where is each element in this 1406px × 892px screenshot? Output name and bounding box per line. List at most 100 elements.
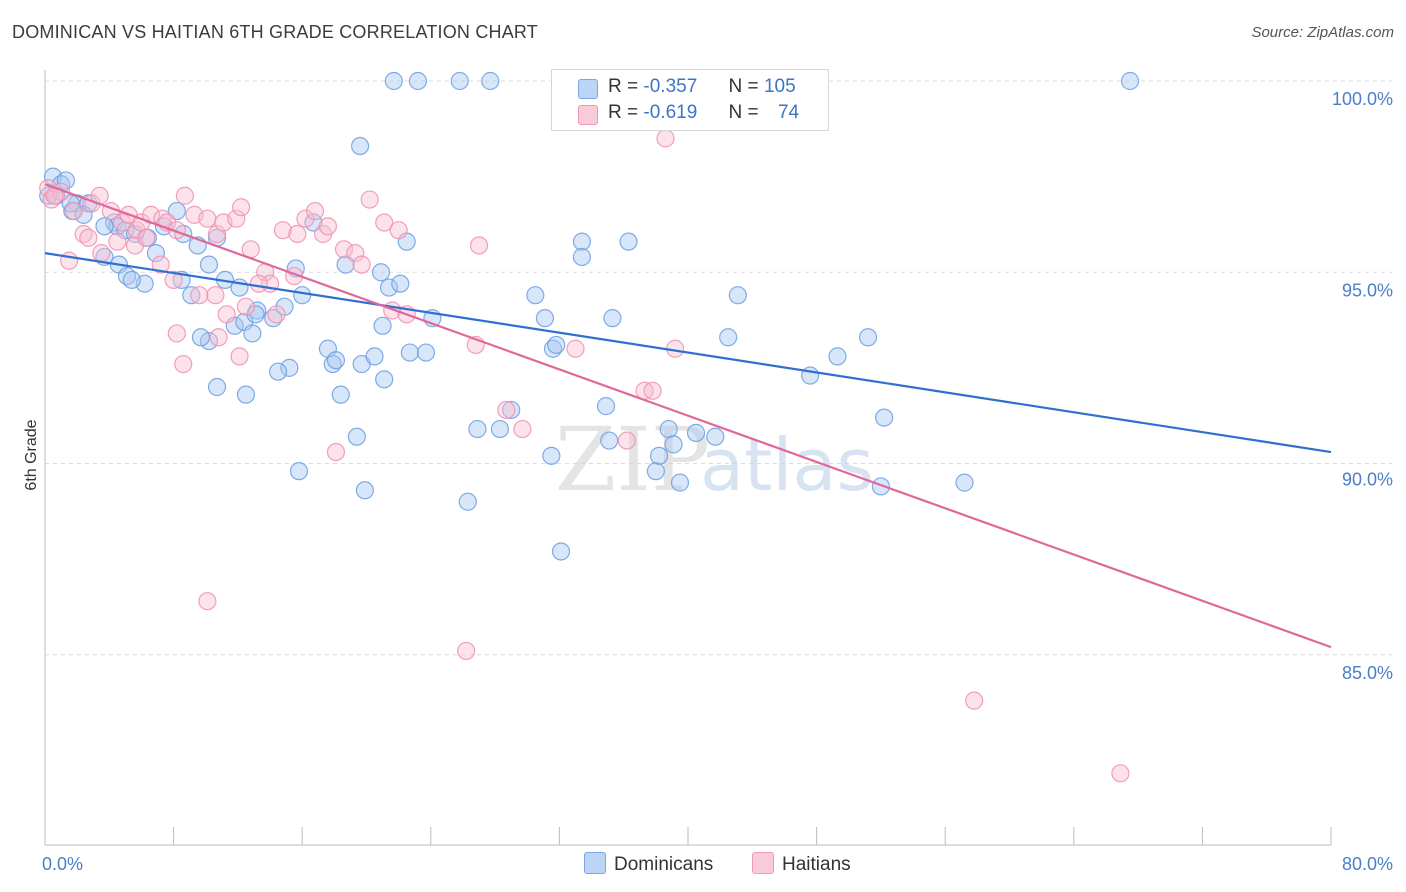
data-point	[400, 343, 420, 362]
data-point	[56, 171, 75, 190]
data-point	[513, 419, 532, 439]
data-point	[566, 339, 585, 358]
axes	[44, 70, 1332, 846]
data-point	[296, 209, 315, 228]
data-point	[1111, 764, 1130, 783]
data-point	[365, 347, 384, 366]
data-point	[535, 309, 555, 328]
trend-line	[44, 183, 1332, 649]
data-point	[1120, 71, 1140, 91]
y-tick-label: 90.0%	[1342, 470, 1393, 490]
data-point	[551, 542, 571, 561]
watermark-zip: ZIP	[555, 408, 710, 511]
data-point	[318, 217, 338, 236]
data-point	[167, 324, 186, 343]
data-point	[217, 305, 236, 324]
watermark-atlas: atlas	[700, 423, 874, 507]
data-point	[572, 232, 592, 251]
data-point	[246, 305, 265, 324]
data-point	[619, 232, 638, 251]
y-tick-label: 85.0%	[1342, 663, 1393, 683]
data-point	[379, 278, 399, 297]
data-point	[871, 477, 891, 496]
data-point	[346, 244, 365, 263]
data-point	[191, 328, 211, 347]
data-point	[875, 408, 894, 427]
data-point	[468, 419, 487, 439]
data-point	[164, 270, 183, 289]
data-point	[95, 217, 114, 236]
data-point	[243, 324, 262, 343]
bottom-legend-haitians-label: Haitians	[782, 854, 851, 875]
legend-r-value: -0.357	[643, 76, 698, 97]
data-point	[497, 400, 516, 420]
data-point	[371, 263, 391, 282]
data-point	[416, 343, 436, 362]
data-point	[209, 328, 228, 347]
dominicans-points	[39, 71, 1140, 561]
data-point	[280, 358, 299, 377]
bottom-legend-haitians: Haitians	[752, 852, 851, 876]
data-point	[649, 446, 669, 465]
data-point	[175, 186, 194, 205]
data-point	[350, 136, 370, 156]
data-point	[249, 274, 268, 293]
legend-r-value: -0.619	[643, 102, 698, 123]
data-point	[728, 286, 747, 305]
data-point	[389, 221, 408, 240]
data-point	[664, 435, 683, 454]
data-point	[273, 221, 293, 240]
y-tick-label: 95.0%	[1342, 280, 1393, 300]
data-point	[542, 446, 561, 465]
data-point	[686, 423, 706, 442]
legend: R = -0.357 N = 105 R = -0.619 N = 74	[551, 69, 829, 131]
data-point	[352, 255, 371, 274]
data-point	[391, 274, 410, 293]
data-point	[600, 431, 619, 450]
data-point	[174, 354, 193, 374]
data-point	[64, 201, 84, 221]
data-point	[469, 236, 489, 255]
data-point	[347, 427, 366, 446]
data-point	[108, 232, 127, 251]
data-point	[490, 419, 510, 439]
y-tick-label: 100.0%	[1332, 89, 1393, 109]
legend-n-value: 74	[777, 102, 800, 123]
data-point	[670, 473, 690, 492]
legend-swatch-dominicans	[578, 79, 598, 99]
bottom-swatch-dominicans	[584, 852, 606, 874]
data-point	[502, 400, 521, 420]
data-point	[643, 381, 662, 400]
data-point	[355, 481, 374, 500]
data-point	[603, 309, 622, 328]
legend-r-label: R =	[608, 102, 639, 123]
data-point	[656, 129, 675, 148]
data-point	[293, 286, 312, 305]
data-point	[384, 71, 403, 91]
data-point	[288, 224, 307, 244]
x-tick-label: 0.0%	[42, 854, 83, 874]
data-point	[526, 286, 545, 305]
x-tick-label: 80.0%	[1342, 854, 1393, 874]
trend-line	[44, 252, 1332, 454]
bottom-legend-dominicans: Dominicans	[584, 852, 713, 876]
chart-title: DOMINICAN VS HAITIAN 6TH GRADE CORRELATI…	[12, 22, 538, 42]
data-point	[305, 201, 325, 221]
tick-labels: 85.0% 90.0% 95.0% 100.0% 0.0% 80.0%	[42, 89, 1393, 874]
data-point	[236, 385, 256, 404]
data-point	[457, 641, 476, 661]
data-point	[289, 462, 309, 481]
y-axis-label: 6th Grade	[23, 419, 40, 490]
bottom-swatch-haitians	[752, 852, 774, 874]
data-point	[198, 209, 217, 228]
source-label: Source: ZipAtlas.com	[1251, 24, 1394, 41]
data-point	[92, 244, 111, 263]
legend-n-label: N =	[728, 76, 759, 97]
data-point	[450, 71, 469, 91]
data-point	[706, 427, 725, 446]
data-point	[326, 442, 346, 462]
data-point	[198, 592, 217, 611]
legend-n-value: 105	[763, 76, 796, 97]
data-point	[227, 209, 246, 228]
data-point	[190, 286, 209, 305]
